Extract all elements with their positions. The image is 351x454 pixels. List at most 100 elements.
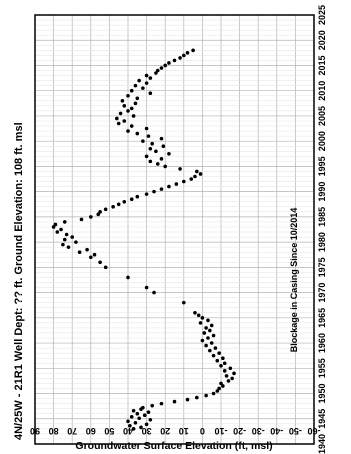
data-point [144, 73, 149, 78]
data-point [202, 331, 207, 335]
data-point [137, 78, 141, 83]
data-point [146, 410, 151, 415]
data-point [126, 129, 130, 133]
y-tick-label: -30 [252, 426, 265, 436]
data-point [159, 187, 164, 191]
x-tick-label: 1995 [317, 156, 327, 176]
y-tick-label: 70 [67, 426, 77, 436]
y-tick-label: 80 [49, 426, 59, 436]
x-tick-label: 1970 [317, 283, 327, 303]
data-point [59, 227, 63, 232]
data-point [129, 197, 134, 202]
y-tick-label: 60 [86, 426, 96, 436]
x-tick-label: 1955 [317, 358, 327, 378]
data-point [213, 346, 218, 350]
data-point [159, 157, 164, 161]
data-point [144, 154, 149, 159]
x-tick-label: 2005 [317, 106, 327, 126]
data-point [208, 348, 212, 353]
data-point [133, 83, 138, 88]
y-tick-label: -40 [270, 426, 283, 436]
data-point [150, 403, 154, 408]
data-point [195, 395, 199, 400]
data-point [70, 235, 74, 239]
data-point [66, 245, 71, 249]
data-point [211, 333, 216, 338]
data-point [217, 351, 221, 355]
data-point [92, 252, 97, 257]
y-tick-label: -10 [214, 426, 227, 436]
data-point [217, 386, 221, 391]
data-point [215, 358, 220, 363]
data-point [62, 220, 67, 224]
data-point [144, 285, 149, 290]
data-point [174, 182, 179, 186]
data-point [79, 217, 84, 222]
data-point [116, 202, 121, 207]
data-point [200, 316, 205, 320]
data-point [135, 411, 140, 416]
data-point [191, 48, 195, 53]
data-point [139, 425, 143, 430]
plot-frame [34, 14, 315, 445]
data-point [126, 419, 130, 424]
data-point [204, 343, 208, 348]
y-tick-label: -50 [289, 426, 302, 436]
data-point [131, 408, 136, 413]
x-tick-label: 1990 [317, 182, 327, 202]
data-point [129, 106, 134, 111]
data-point [152, 290, 156, 295]
data-point [141, 405, 145, 410]
x-tick-label: 2010 [317, 81, 327, 101]
data-point [211, 391, 216, 396]
y-tick-label: -60 [307, 426, 320, 436]
data-point [211, 353, 216, 358]
data-point [126, 109, 130, 113]
x-tick-label: 1980 [317, 232, 327, 252]
data-point [150, 141, 154, 146]
data-point [144, 81, 149, 85]
data-point [53, 222, 58, 227]
data-points [51, 48, 236, 431]
x-tick-label: 1945 [317, 409, 327, 429]
data-point [185, 397, 190, 402]
data-point [222, 369, 227, 373]
data-point [230, 376, 234, 381]
y-tick-label: 90 [30, 426, 40, 436]
data-point [131, 427, 136, 431]
y-axis-title: Groundwater Surface Elevation (ft, msl) [75, 440, 272, 452]
data-point [159, 66, 164, 70]
data-point [133, 421, 138, 425]
data-point [148, 159, 153, 164]
data-point [204, 393, 208, 398]
data-point [142, 413, 147, 418]
data-point [224, 374, 229, 378]
y-tick-label: 30 [142, 426, 152, 436]
data-point [141, 139, 145, 143]
data-point [178, 56, 182, 60]
data-point [222, 361, 227, 366]
data-point [144, 192, 149, 196]
x-tick-label: 1985 [317, 207, 327, 227]
data-point [137, 416, 141, 421]
data-point [89, 215, 93, 219]
data-point [152, 189, 156, 194]
data-point [77, 250, 82, 255]
data-point [167, 184, 171, 189]
data-point [96, 212, 101, 217]
data-point [98, 210, 102, 214]
y-tick-label: 10 [179, 426, 189, 436]
data-point [172, 399, 177, 404]
data-point [135, 96, 140, 101]
data-point [98, 260, 102, 265]
blockage-annotation: Blockage in Casing Since 10/2014 [289, 208, 299, 353]
data-point [204, 326, 208, 330]
x-tick-labels: 1940 1945 1950 1955 1960 1965 1970 1975 1980 1985… [317, 5, 327, 454]
data-point [129, 124, 134, 128]
y-tick-label: 0 [200, 426, 205, 436]
data-point [148, 146, 153, 151]
x-tick-label: 2000 [317, 131, 327, 151]
data-point [163, 63, 167, 68]
data-point [200, 338, 205, 343]
data-point [206, 336, 210, 340]
